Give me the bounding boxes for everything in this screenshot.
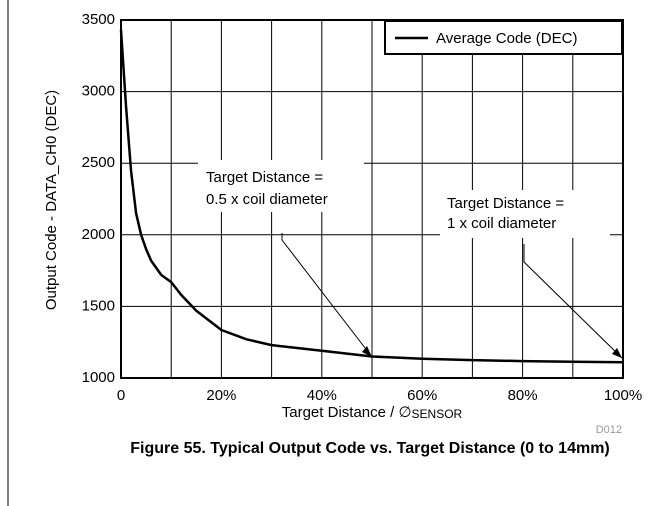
x-tick-label: 0 <box>117 387 125 404</box>
x-tick-label: 20% <box>206 387 236 404</box>
y-tick-label: 3500 <box>82 11 115 28</box>
annotation-text: Target Distance = <box>447 195 564 212</box>
arrow-head <box>362 346 372 357</box>
x-tick-label: 80% <box>508 387 538 404</box>
x-tick-label: 60% <box>407 387 437 404</box>
annotations: Target Distance = 0.5 x coil diameter Ta… <box>198 160 623 359</box>
y-axis-label: Output Code - DATA_CH0 (DEC) <box>43 90 60 310</box>
y-tick-label: 2000 <box>82 226 115 243</box>
x-tick-label: 40% <box>307 387 337 404</box>
annotation-text: 0.5 x coil diameter <box>206 191 328 208</box>
annotation-box <box>198 160 364 212</box>
annotation-box <box>440 190 610 238</box>
arrow-head <box>612 348 622 358</box>
annotation-text: Target Distance = <box>206 169 323 186</box>
x-axis-label: Target Distance / ∅SENSOR <box>282 404 463 421</box>
legend-label: Average Code (DEC) <box>436 30 577 47</box>
y-tick-label: 1500 <box>82 297 115 314</box>
annotation-text: 1 x coil diameter <box>447 215 556 232</box>
figure-id: D012 <box>596 424 622 436</box>
y-tick-label: 3000 <box>82 83 115 100</box>
series-line <box>119 29 624 364</box>
y-tick-label: 2500 <box>82 154 115 171</box>
caption: Figure 55. Typical Output Code vs. Targe… <box>130 440 610 457</box>
x-tick-label: 100% <box>604 387 642 404</box>
y-tick-label: 1000 <box>82 369 115 386</box>
annotation-arrow <box>281 233 373 358</box>
annotation-arrow <box>523 244 623 359</box>
x-axis-label-main: Target Distance / ∅ <box>282 404 412 421</box>
x-axis-label-sub: SENSOR <box>412 407 463 421</box>
legend: Average Code (DEC) <box>384 20 623 55</box>
plot-frame <box>120 19 624 379</box>
